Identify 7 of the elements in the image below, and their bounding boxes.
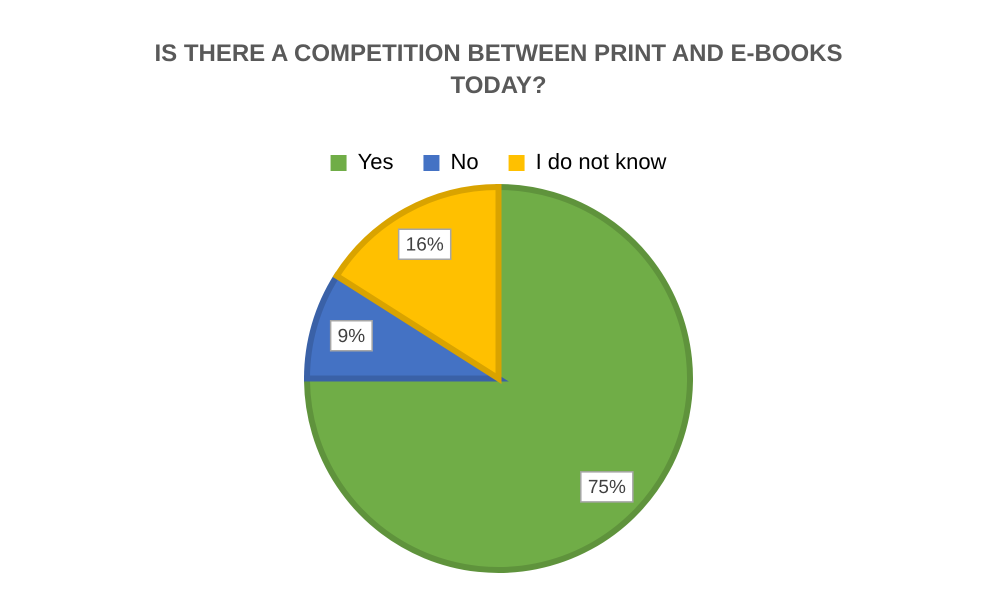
legend-label: I do not know: [536, 149, 667, 174]
legend-label: No: [450, 149, 479, 174]
data-label: 9%: [338, 326, 366, 347]
data-label: 16%: [406, 234, 444, 256]
data-label: 75%: [588, 477, 626, 498]
legend-label: Yes: [358, 149, 394, 174]
chart-title: IS THERE A COMPETITION BETWEEN PRINT AND E-BOOKS TODAY?: [153, 39, 844, 100]
